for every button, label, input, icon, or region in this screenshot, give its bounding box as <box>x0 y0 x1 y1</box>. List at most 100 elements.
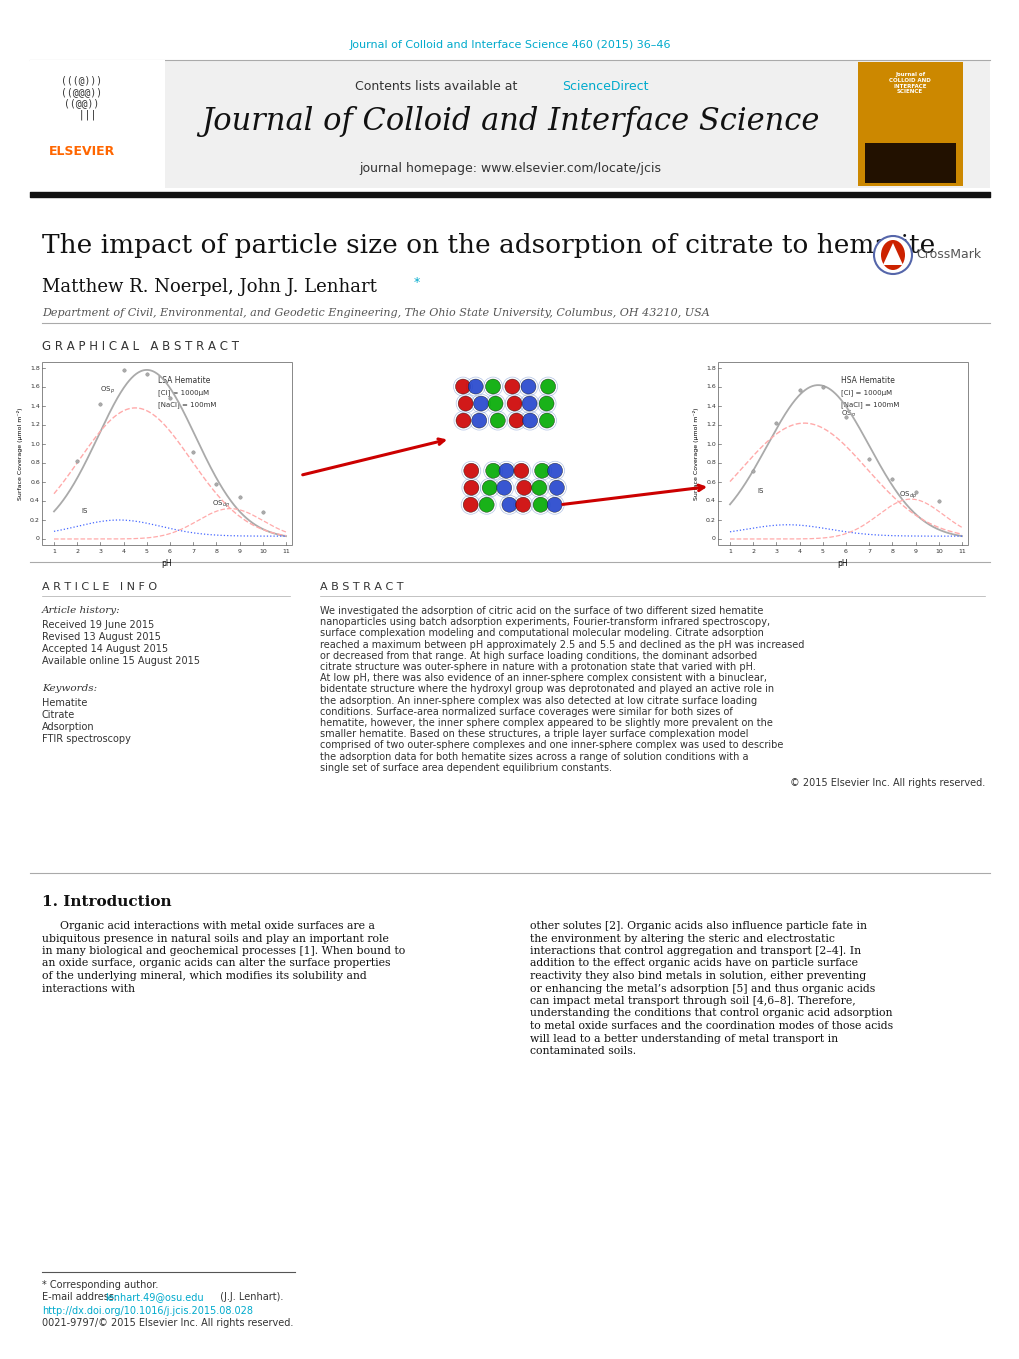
Circle shape <box>482 480 496 495</box>
Circle shape <box>522 395 537 410</box>
Text: [NaCl] = 100mM: [NaCl] = 100mM <box>158 401 217 408</box>
Text: A R T I C L E   I N F O: A R T I C L E I N F O <box>42 582 157 593</box>
Text: 0.4: 0.4 <box>705 499 715 503</box>
Text: * Corresponding author.: * Corresponding author. <box>42 1280 158 1290</box>
Text: Organic acid interactions with metal oxide surfaces are a: Organic acid interactions with metal oxi… <box>60 921 375 931</box>
Text: 0.2: 0.2 <box>705 518 715 522</box>
Text: 6: 6 <box>168 549 172 554</box>
Text: Surface Coverage (μmol m⁻²): Surface Coverage (μmol m⁻²) <box>692 408 698 500</box>
Circle shape <box>521 379 535 394</box>
Circle shape <box>468 379 483 394</box>
Text: Available online 15 August 2015: Available online 15 August 2015 <box>42 656 200 666</box>
Text: reached a maximum between pH approximately 2.5 and 5.5 and declined as the pH wa: reached a maximum between pH approximate… <box>320 640 804 650</box>
Text: or decreased from that range. At high surface loading conditions, the dominant a: or decreased from that range. At high su… <box>320 651 756 660</box>
Circle shape <box>458 395 473 410</box>
Text: contaminated soils.: contaminated soils. <box>530 1046 636 1056</box>
Text: 8: 8 <box>890 549 894 554</box>
Text: 1.2: 1.2 <box>705 423 715 428</box>
Text: The impact of particle size on the adsorption of citrate to hematite: The impact of particle size on the adsor… <box>42 232 934 258</box>
Circle shape <box>501 497 517 512</box>
Text: (((@)))
((@@@))
((@@))
  |||: (((@))) ((@@@)) ((@@)) ||| <box>61 75 103 121</box>
Text: 10: 10 <box>259 549 266 554</box>
Text: © 2015 Elsevier Inc. All rights reserved.: © 2015 Elsevier Inc. All rights reserved… <box>789 777 984 788</box>
Text: Accepted 14 August 2015: Accepted 14 August 2015 <box>42 644 168 654</box>
Text: ubiquitous presence in natural soils and play an important role: ubiquitous presence in natural soils and… <box>42 934 388 943</box>
Circle shape <box>496 480 512 495</box>
Circle shape <box>455 379 470 394</box>
Text: [Ci] = 1000μM: [Ci] = 1000μM <box>158 389 209 395</box>
Text: IS: IS <box>757 488 763 495</box>
Circle shape <box>531 480 546 495</box>
Circle shape <box>522 413 537 428</box>
Text: 11: 11 <box>282 549 289 554</box>
Text: 0.6: 0.6 <box>31 480 40 485</box>
Bar <box>30 60 165 188</box>
Text: will lead to a better understanding of metal transport in: will lead to a better understanding of m… <box>530 1033 838 1044</box>
Text: conditions. Surface-area normalized surface coverages were similar for both size: conditions. Surface-area normalized surf… <box>320 707 732 716</box>
Circle shape <box>485 463 500 478</box>
Text: interactions with: interactions with <box>42 984 135 993</box>
Circle shape <box>463 497 478 512</box>
Circle shape <box>533 497 547 512</box>
Text: pH: pH <box>837 559 848 568</box>
Circle shape <box>504 379 520 394</box>
Text: OS$_{dp}$: OS$_{dp}$ <box>899 489 916 501</box>
Text: citrate structure was outer-sphere in nature with a protonation state that varie: citrate structure was outer-sphere in na… <box>320 662 755 671</box>
Text: Received 19 June 2015: Received 19 June 2015 <box>42 620 154 631</box>
Text: smaller hematite. Based on these structures, a triple layer surface complexation: smaller hematite. Based on these structu… <box>320 730 748 739</box>
Text: nanoparticles using batch adsorption experiments, Fourier-transform infrared spe: nanoparticles using batch adsorption exp… <box>320 617 769 628</box>
Text: 4: 4 <box>797 549 801 554</box>
Circle shape <box>538 395 553 410</box>
Bar <box>857 63 962 186</box>
Text: 1.4: 1.4 <box>31 404 40 409</box>
Circle shape <box>487 395 502 410</box>
Text: interactions that control aggregation and transport [2–4]. In: interactions that control aggregation an… <box>530 946 860 955</box>
Text: 10: 10 <box>934 549 942 554</box>
Circle shape <box>464 463 478 478</box>
Text: [NaCl] = 100mM: [NaCl] = 100mM <box>841 401 899 408</box>
Text: OS$_{dp}$: OS$_{dp}$ <box>212 499 229 511</box>
Text: 4: 4 <box>121 549 125 554</box>
Circle shape <box>514 463 529 478</box>
Text: http://dx.doi.org/10.1016/j.jcis.2015.08.028: http://dx.doi.org/10.1016/j.jcis.2015.08… <box>42 1306 253 1316</box>
Text: Contents lists available at: Contents lists available at <box>355 80 521 92</box>
Text: 3: 3 <box>773 549 777 554</box>
Text: 0.4: 0.4 <box>31 499 40 503</box>
Text: 1.0: 1.0 <box>705 442 715 447</box>
Text: addition to the effect organic acids have on particle surface: addition to the effect organic acids hav… <box>530 958 857 969</box>
Circle shape <box>873 236 911 275</box>
Text: Surface Coverage (μmol m⁻²): Surface Coverage (μmol m⁻²) <box>17 408 23 500</box>
Text: 1.6: 1.6 <box>705 385 715 390</box>
Text: ELSEVIER: ELSEVIER <box>49 145 115 158</box>
Text: single set of surface area dependent equilibrium constants.: single set of surface area dependent equ… <box>320 762 611 773</box>
Text: 1: 1 <box>728 549 732 554</box>
Text: Adsorption: Adsorption <box>42 722 95 733</box>
Text: to metal oxide surfaces and the coordination modes of those acids: to metal oxide surfaces and the coordina… <box>530 1021 893 1031</box>
Text: understanding the conditions that control organic acid adsorption: understanding the conditions that contro… <box>530 1008 892 1018</box>
Text: Hematite: Hematite <box>42 699 88 708</box>
Text: OS$_p$: OS$_p$ <box>100 385 115 397</box>
Text: hematite, however, the inner sphere complex appeared to be slightly more prevale: hematite, however, the inner sphere comp… <box>320 718 772 728</box>
Text: Keywords:: Keywords: <box>42 684 97 693</box>
Text: 1.8: 1.8 <box>705 366 715 371</box>
Text: 0.8: 0.8 <box>705 461 715 466</box>
Text: of the underlying mineral, which modifies its solubility and: of the underlying mineral, which modifie… <box>42 970 367 981</box>
Text: We investigated the adsorption of citric acid on the surface of two different si: We investigated the adsorption of citric… <box>320 606 762 616</box>
Text: HSA Hematite: HSA Hematite <box>841 375 895 385</box>
Text: comprised of two outer-sphere complexes and one inner-sphere complex was used to: comprised of two outer-sphere complexes … <box>320 741 783 750</box>
Text: E-mail address:: E-mail address: <box>42 1292 120 1302</box>
Text: 1.4: 1.4 <box>705 404 715 409</box>
Text: 1.0: 1.0 <box>31 442 40 447</box>
Text: the adsorption data for both hematite sizes across a range of solution condition: the adsorption data for both hematite si… <box>320 752 748 761</box>
Ellipse shape <box>880 241 904 270</box>
Text: 0.8: 0.8 <box>31 461 40 466</box>
Text: 1.6: 1.6 <box>31 385 40 390</box>
Circle shape <box>455 413 471 428</box>
Text: surface complexation modeling and computational molecular modeling. Citrate adso: surface complexation modeling and comput… <box>320 628 763 639</box>
Text: other solutes [2]. Organic acids also influence particle fate in: other solutes [2]. Organic acids also in… <box>530 921 866 931</box>
Text: the environment by altering the steric and electrostatic: the environment by altering the steric a… <box>530 934 835 943</box>
Text: 0.6: 0.6 <box>705 480 715 485</box>
Text: FTIR spectroscopy: FTIR spectroscopy <box>42 734 130 743</box>
Text: *: * <box>414 276 420 289</box>
Text: 5: 5 <box>820 549 824 554</box>
